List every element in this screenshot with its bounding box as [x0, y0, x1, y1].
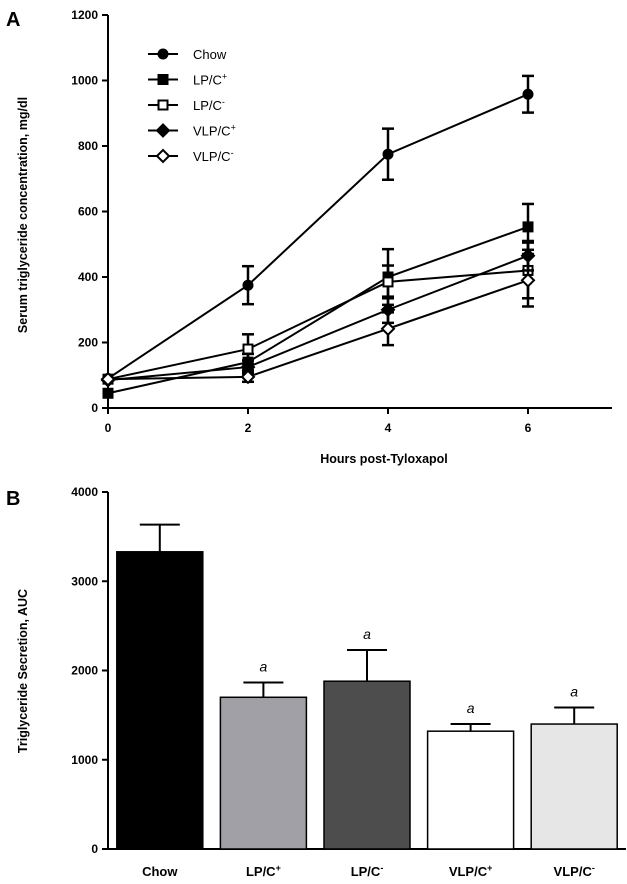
data-point: [522, 88, 534, 100]
bar-group-2: a LP/C-: [323, 626, 411, 879]
data-point: [100, 371, 116, 387]
line-chart-x-tick-label: 4: [385, 421, 392, 435]
line-chart-x-tick-label: 0: [105, 421, 112, 435]
legend-marker: [157, 74, 169, 85]
line-chart: 0 200 400 600 800 1000 1200 0 2 4 6 Chow LP/C+ LP/C- V…: [71, 8, 612, 435]
line-chart-y-tick-label: 400: [78, 270, 98, 284]
line-chart-legend: Chow LP/C+ LP/C- VLP/C+ VLP/C-: [148, 47, 236, 164]
significance-label: a: [570, 684, 578, 700]
bar: [530, 723, 618, 850]
legend-marker: [155, 148, 171, 164]
bar-category-label: LP/C+: [246, 863, 281, 879]
line-chart-y-tick-label: 800: [78, 139, 98, 153]
panel-b-label: B: [6, 488, 20, 510]
legend-marker: [157, 48, 169, 60]
bar-category-label: Chow: [142, 864, 178, 879]
line-series-3: [100, 239, 536, 388]
line-series-2: [102, 241, 534, 385]
legend-label: Chow: [193, 47, 227, 62]
line-chart-y-axis-title: Serum triglyceride concentration, mg/dl: [16, 97, 30, 333]
legend-label: LP/C+: [193, 72, 227, 88]
bar-chart-y-tick-label: 4000: [71, 485, 98, 499]
data-point: [520, 272, 536, 288]
bar-chart-y-tick-label: 1000: [71, 753, 98, 767]
data-point: [380, 321, 396, 337]
legend-marker: [157, 99, 169, 111]
data-point: [522, 221, 534, 233]
line-chart-y-tick-label: 0: [91, 401, 98, 415]
line-series-4: [100, 252, 536, 387]
line-chart-x-tick-label: 2: [245, 421, 252, 435]
bar-group-0: Chow: [116, 523, 204, 879]
legend-marker: [155, 123, 171, 138]
series-line: [107, 269, 529, 381]
bar-chart-y-tick-label: 0: [91, 842, 98, 856]
bar: [116, 551, 204, 850]
significance-label: a: [260, 659, 268, 675]
data-point: [240, 369, 256, 385]
bar-category-label: VLP/C-: [554, 863, 595, 879]
bar: [426, 730, 515, 850]
line-chart-y-tick-label: 200: [78, 336, 98, 350]
bar: [323, 680, 411, 850]
series-line: [107, 93, 529, 380]
data-point: [242, 279, 254, 291]
data-point: [382, 148, 394, 160]
significance-label: a: [467, 700, 475, 716]
bar-category-label: LP/C-: [351, 863, 384, 879]
panel-a-label: A: [6, 9, 20, 31]
data-point: [242, 343, 254, 355]
series-line: [107, 225, 529, 395]
legend-label: LP/C-: [193, 97, 225, 113]
line-series-0: [102, 74, 534, 385]
line-chart-y-tick-label: 1000: [71, 74, 98, 88]
bar-group-4: a VLP/C-: [530, 684, 618, 879]
line-chart-x-axis-title: Hours post-Tyloxapol: [320, 452, 448, 466]
bar-chart-y-tick-label: 3000: [71, 574, 98, 588]
data-point: [382, 276, 394, 288]
line-chart-y-tick-label: 1200: [71, 8, 98, 22]
data-point: [102, 387, 114, 399]
bar-chart-y-axis-title: Triglyceride Secretion, AUC: [16, 589, 30, 753]
series-line: [107, 254, 529, 382]
bar-chart-y-tick-label: 2000: [71, 664, 98, 678]
bar-group-1: a LP/C+: [219, 659, 308, 879]
bar-category-label: VLP/C+: [449, 863, 493, 879]
legend-label: VLP/C+: [193, 123, 236, 139]
legend-label: VLP/C-: [193, 148, 234, 164]
series-line: [107, 279, 529, 381]
significance-label: a: [363, 626, 371, 642]
line-chart-y-tick-label: 600: [78, 205, 98, 219]
bar: [219, 696, 308, 850]
line-chart-x-tick-label: 6: [525, 421, 532, 435]
bar-group-3: a VLP/C+: [426, 700, 515, 879]
bar-chart: 0 1000 2000 3000 4000 Chow a LP/C+ a LP/C-a VLP/C+…: [71, 485, 626, 879]
